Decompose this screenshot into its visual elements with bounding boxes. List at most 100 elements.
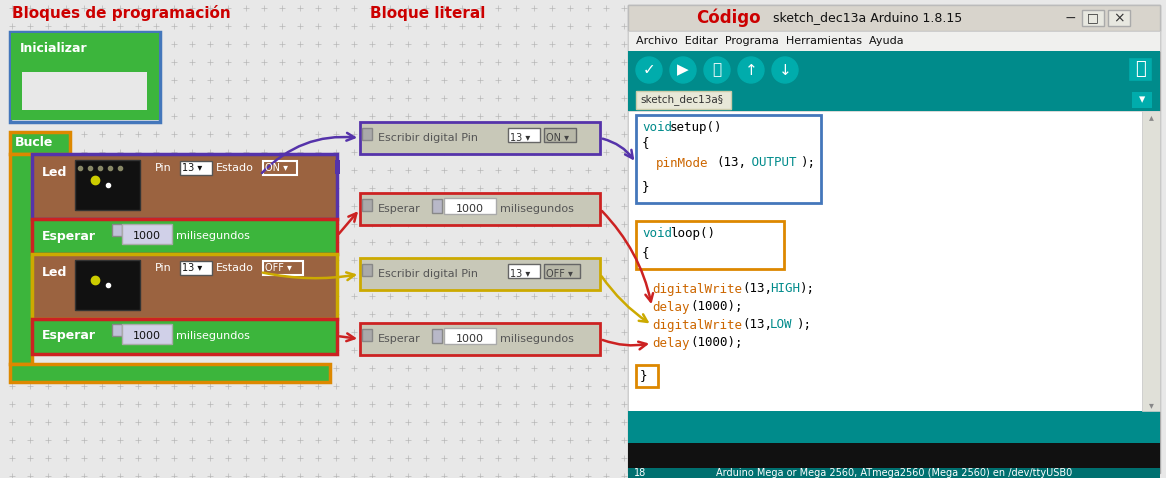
Bar [75, 160, 140, 210]
Circle shape [704, 57, 730, 83]
Bar [508, 128, 540, 142]
Bar [264, 261, 303, 275]
Text: 1000: 1000 [456, 204, 484, 214]
Circle shape [772, 57, 798, 83]
Text: void: void [642, 120, 672, 133]
Bar [112, 224, 122, 236]
Bar [22, 72, 147, 110]
Text: milisegundos: milisegundos [500, 334, 574, 344]
Bar [360, 193, 600, 225]
Bar [1132, 92, 1152, 108]
Circle shape [738, 57, 764, 83]
Text: Archivo  Editar  Programa  Herramientas  Ayuda: Archivo Editar Programa Herramientas Ayu… [635, 36, 904, 46]
Text: Estado: Estado [216, 263, 254, 273]
Text: }: } [642, 181, 649, 194]
Text: {: { [642, 247, 649, 260]
Text: 1000: 1000 [133, 231, 161, 241]
Text: ▾: ▾ [1149, 400, 1153, 410]
Text: LOW: LOW [770, 318, 793, 332]
Text: Pin: Pin [155, 263, 171, 273]
Bar [122, 324, 173, 344]
Bar [628, 5, 1160, 473]
Text: digitalWrite: digitalWrite [652, 318, 742, 332]
Bar [635, 115, 821, 203]
Text: Pin: Pin [155, 163, 171, 173]
Text: setup(): setup() [670, 120, 723, 133]
Bar [264, 161, 297, 175]
Text: );: ); [801, 156, 816, 170]
Text: );: ); [800, 282, 815, 295]
Bar [444, 198, 496, 214]
Text: OFF ▾: OFF ▾ [546, 269, 573, 279]
Bar [360, 122, 600, 154]
Text: (13,: (13, [716, 156, 746, 170]
Text: );: ); [798, 318, 812, 332]
Text: ▾: ▾ [1139, 94, 1145, 107]
Bar [361, 329, 372, 341]
Text: Esperar: Esperar [42, 329, 96, 343]
Text: (13,: (13, [742, 282, 772, 295]
Text: 13 ▾: 13 ▾ [510, 133, 531, 143]
Bar [431, 199, 442, 213]
Bar [10, 32, 160, 122]
Bar [628, 411, 1160, 443]
Text: 18: 18 [634, 468, 646, 478]
Bar [1108, 10, 1130, 26]
Bar [1082, 10, 1104, 26]
Bar [628, 468, 1160, 478]
Text: Led: Led [42, 165, 68, 178]
Text: 1000: 1000 [133, 331, 161, 341]
Bar [10, 33, 159, 63]
Text: void: void [642, 227, 672, 239]
Bar [628, 89, 1160, 111]
Text: 13 ▾: 13 ▾ [182, 263, 202, 273]
Text: ↑: ↑ [745, 63, 758, 77]
Text: (1000);: (1000); [690, 301, 743, 314]
Text: delay: delay [652, 301, 689, 314]
Text: HIGH: HIGH [770, 282, 800, 295]
Bar [628, 443, 1160, 468]
Text: ▶: ▶ [677, 63, 689, 77]
Bar [10, 154, 31, 364]
Text: Bloque literal: Bloque literal [370, 6, 485, 21]
Text: Esperar: Esperar [378, 334, 421, 344]
Text: Inicializar: Inicializar [20, 42, 87, 54]
Text: ⬜: ⬜ [712, 63, 722, 77]
Circle shape [635, 57, 662, 83]
Bar [361, 128, 372, 140]
Text: (13,: (13, [742, 318, 772, 332]
Text: 13 ▾: 13 ▾ [182, 163, 202, 173]
Text: Esperar: Esperar [378, 204, 421, 214]
Bar [1142, 111, 1160, 411]
Bar [635, 365, 658, 387]
Text: ⌕: ⌕ [1135, 60, 1145, 78]
Text: □: □ [1087, 11, 1098, 24]
Bar [31, 219, 337, 254]
Text: Código: Código [696, 9, 760, 27]
Text: −: − [1065, 11, 1076, 25]
Bar [628, 31, 1160, 51]
Text: Led: Led [42, 265, 68, 279]
Bar [360, 258, 600, 290]
Bar [545, 128, 576, 142]
Text: 13 ▾: 13 ▾ [510, 269, 531, 279]
Text: (1000);: (1000); [690, 337, 743, 349]
Bar [1128, 57, 1152, 81]
Bar [628, 51, 1160, 89]
Text: pinMode: pinMode [656, 156, 709, 170]
Text: }: } [640, 369, 647, 382]
Text: Escribir digital Pin: Escribir digital Pin [378, 269, 478, 279]
Text: ×: × [1114, 11, 1125, 25]
Bar [10, 364, 330, 382]
Bar [635, 91, 731, 109]
Bar [122, 224, 173, 244]
Circle shape [670, 57, 696, 83]
Text: OUTPUT: OUTPUT [744, 156, 796, 170]
Text: loop(): loop() [670, 227, 715, 239]
Text: Estado: Estado [216, 163, 254, 173]
Text: ON ▾: ON ▾ [265, 163, 288, 173]
Bar [635, 221, 784, 269]
Bar [444, 328, 496, 344]
Bar [431, 329, 442, 343]
Bar [10, 132, 70, 154]
